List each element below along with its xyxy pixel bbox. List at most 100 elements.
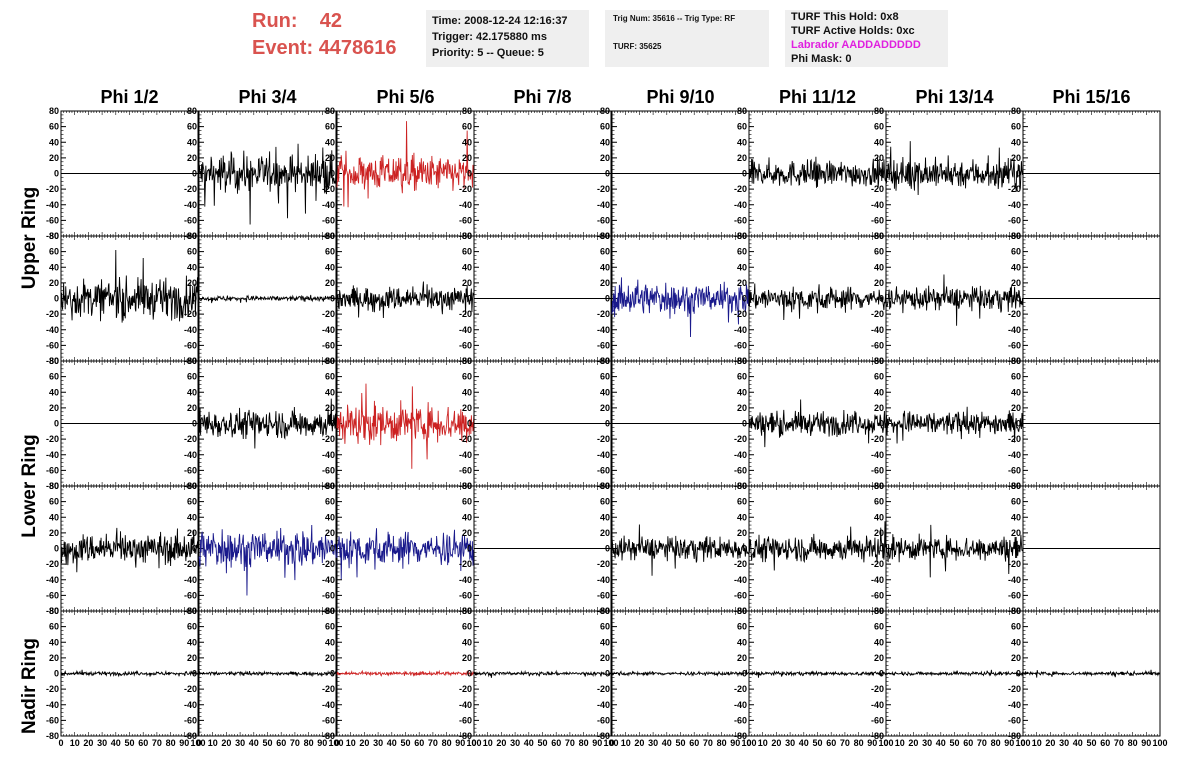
y-tick-label: 60 xyxy=(737,122,747,132)
y-tick-label: -60 xyxy=(597,590,610,600)
y-tick-label: 80 xyxy=(325,231,335,241)
y-tick-label: 60 xyxy=(325,372,335,382)
y-tick-label: -40 xyxy=(322,575,335,585)
y-tick-label: 60 xyxy=(874,122,884,132)
y-tick-label: 0 xyxy=(742,294,747,304)
y-tick-label: 20 xyxy=(874,278,884,288)
y-tick-label: 0 xyxy=(467,419,472,429)
y-tick-label: 60 xyxy=(49,497,59,507)
column-header-6: Phi 11/12 xyxy=(778,87,857,107)
waveform-trace xyxy=(885,141,1024,195)
y-tick-label: -80 xyxy=(46,481,59,491)
y-tick-label: 60 xyxy=(325,122,335,132)
y-tick-label: 0 xyxy=(605,294,610,304)
turf-holds-box: TURF This Hold: 0x8 TURF Active Holds: 0… xyxy=(785,10,948,67)
y-tick-label: -40 xyxy=(871,325,884,335)
y-tick-label: 80 xyxy=(737,106,747,116)
y-tick-label: -40 xyxy=(459,575,472,585)
y-tick-label: -40 xyxy=(734,200,747,210)
y-tick-label: 60 xyxy=(462,497,472,507)
y-tick-label: 40 xyxy=(187,512,197,522)
y-tick-label: -60 xyxy=(322,215,335,225)
y-tick-label: 0 xyxy=(467,544,472,554)
y-tick-label: 0 xyxy=(467,294,472,304)
y-tick-label: 80 xyxy=(737,231,747,241)
column-header-5: Phi 9/10 xyxy=(646,87,715,107)
y-tick-label: -40 xyxy=(184,575,197,585)
y-tick-label: -20 xyxy=(1008,184,1021,194)
run-row: Run: 42 xyxy=(252,8,397,35)
event-label: Event: xyxy=(252,37,314,59)
y-tick-label: 40 xyxy=(737,512,747,522)
y-tick-label: -40 xyxy=(46,575,59,585)
y-tick-label: 60 xyxy=(187,122,197,132)
waveform-trace xyxy=(748,521,887,571)
y-tick-label: 80 xyxy=(600,481,610,491)
y-tick-label: 0 xyxy=(879,544,884,554)
run-label: Run: xyxy=(252,10,298,32)
y-tick-label: -60 xyxy=(459,465,472,475)
y-tick-label: 0 xyxy=(742,169,747,179)
y-tick-label: 20 xyxy=(325,153,335,163)
y-tick-label: 40 xyxy=(325,137,335,147)
y-tick-label: 40 xyxy=(737,137,747,147)
y-tick-label: -60 xyxy=(46,340,59,350)
y-tick-label: 20 xyxy=(325,528,335,538)
y-tick-label: -20 xyxy=(459,309,472,319)
y-tick-label: -20 xyxy=(734,184,747,194)
y-tick-label: 20 xyxy=(462,278,472,288)
y-tick-label: -60 xyxy=(597,215,610,225)
y-tick-label: -60 xyxy=(1008,215,1021,225)
y-tick-label: -40 xyxy=(734,325,747,335)
y-tick-label: -60 xyxy=(459,340,472,350)
y-tick-label: 60 xyxy=(187,372,197,382)
waveform-trace xyxy=(336,528,475,580)
y-tick-label: -60 xyxy=(1008,465,1021,475)
y-tick-label: -20 xyxy=(184,559,197,569)
y-tick-label: 80 xyxy=(874,356,884,366)
event-row: Event: 4478616 xyxy=(252,35,397,62)
waveform-trace xyxy=(748,283,887,321)
y-tick-label: 20 xyxy=(462,528,472,538)
y-tick-label: -40 xyxy=(459,450,472,460)
y-tick-label: 60 xyxy=(462,372,472,382)
y-tick-label: -40 xyxy=(1008,200,1021,210)
y-tick-label: 40 xyxy=(737,387,747,397)
y-tick-label: 20 xyxy=(187,278,197,288)
y-tick-label: -60 xyxy=(184,215,197,225)
y-tick-label: -40 xyxy=(322,200,335,210)
y-tick-label: -20 xyxy=(597,309,610,319)
y-tick-label: -60 xyxy=(459,590,472,600)
time-trigger-box: Time: 2008-12-24 12:16:37 Trigger: 42.17… xyxy=(426,10,589,67)
y-tick-label: 60 xyxy=(600,247,610,257)
phi-mask-text: Phi Mask: 0 xyxy=(791,53,852,65)
run-event-header: Run: 42 Event: 4478616 xyxy=(252,8,397,62)
trig-num-text: Trig Num: 35616 -- Trig Type: RF xyxy=(613,14,736,23)
y-tick-label: 80 xyxy=(325,106,335,116)
y-tick-label: 80 xyxy=(462,106,472,116)
y-tick-label: 0 xyxy=(605,419,610,429)
y-tick-label: 20 xyxy=(600,278,610,288)
panel-r1-c1: 80 60 40 20 0 -20 -40 -60 -80 xyxy=(46,106,199,241)
y-tick-label: 0 xyxy=(192,544,197,554)
y-tick-label: 20 xyxy=(325,403,335,413)
y-tick-label: -40 xyxy=(734,575,747,585)
y-tick-label: -40 xyxy=(184,450,197,460)
y-tick-label: 80 xyxy=(874,231,884,241)
y-tick-label: -40 xyxy=(597,200,610,210)
priority-text: Priority: 5 -- Queue: 5 xyxy=(432,47,544,59)
column-header-8: Phi 15/16 xyxy=(1052,87,1131,107)
y-tick-label: 60 xyxy=(1011,122,1021,132)
y-tick-label: -20 xyxy=(184,309,197,319)
turf-active-holds-text: TURF Active Holds: 0xc xyxy=(791,25,915,37)
y-tick-label: -40 xyxy=(871,575,884,585)
